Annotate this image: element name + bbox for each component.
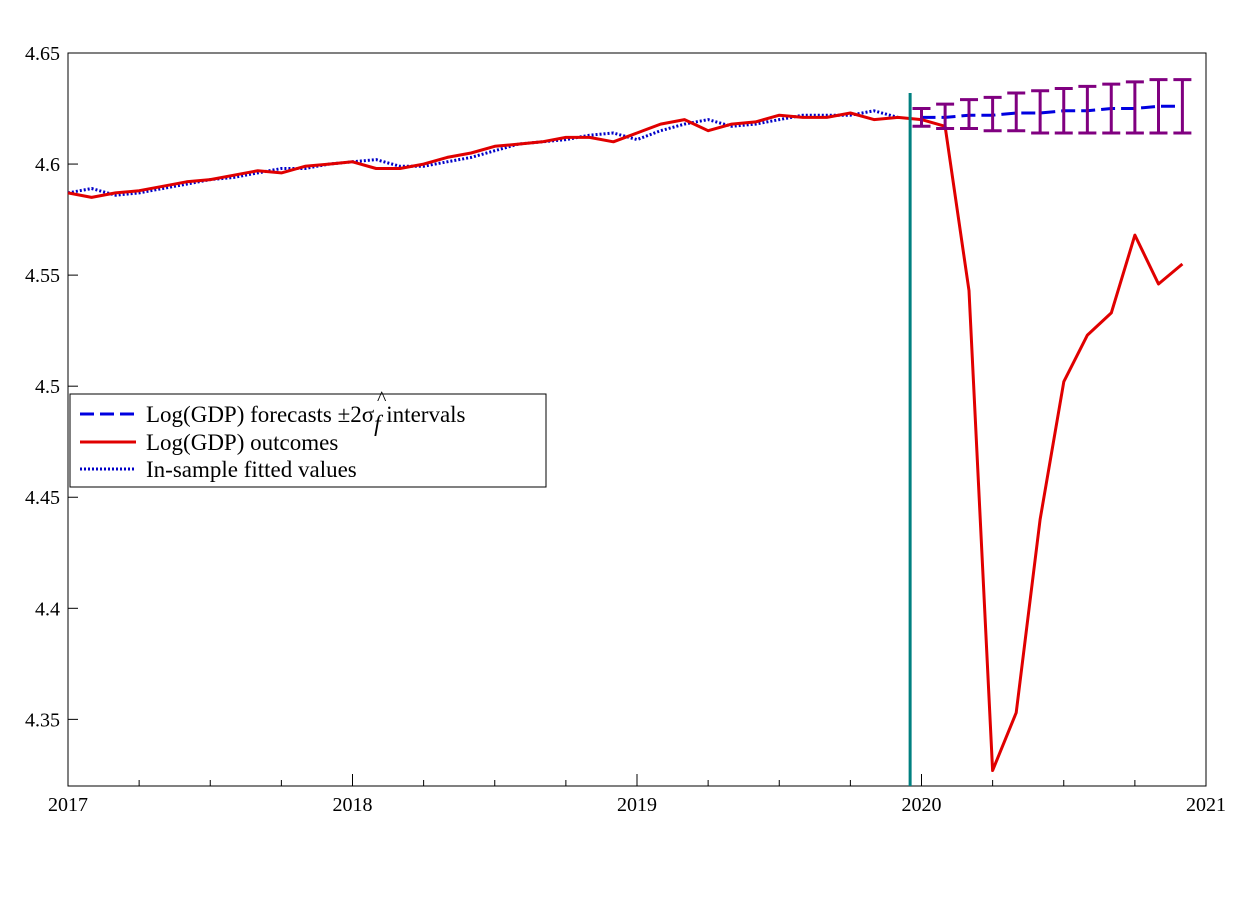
x-tick-label: 2021 [1186,794,1226,816]
legend-sigma-symbol: σ [362,402,375,427]
series-line-outcomes [67,111,1184,772]
y-tick-label: 4.55 [25,265,60,287]
interval-bar [960,98,979,131]
y-tick-label: 4.45 [25,487,60,509]
interval-bar [1078,84,1097,135]
legend-forecast-text: Log(GDP) forecasts [146,402,338,427]
x-tick-label: 2017 [48,794,88,816]
legend: Log(GDP) forecasts ±2σf intervals ^ Log(… [69,388,547,488]
legend-label-forecast: Log(GDP) forecasts ±2σf intervals [146,402,466,436]
x-tick-label: 2019 [617,794,657,816]
x-minor-ticks [138,780,1136,786]
y-tick-label: 4.4 [35,598,60,620]
interval-bar [912,107,931,128]
interval-bar [1102,82,1121,135]
x-tick-label: 2020 [902,794,942,816]
plot-area [67,52,1207,787]
legend-label-fitted: In-sample fitted values [146,457,357,482]
y-tick-label: 4.5 [35,376,60,398]
y-tick-label: 4.65 [25,43,60,65]
x-axis-ticks [67,774,1207,786]
series-layer [67,104,1184,772]
interval-bar [936,102,955,131]
interval-bar [983,95,1002,133]
y-tick-label: 4.6 [35,154,60,176]
legend-box [69,393,547,488]
y-axis-ticks [68,52,78,720]
interval-bar [1125,80,1144,135]
interval-bar [1007,91,1026,133]
x-tick-label: 2018 [333,794,373,816]
interval-bar [1054,87,1073,135]
interval-layer [912,78,1192,135]
legend-forecast-tail: intervals [381,402,466,427]
y-axis-tick-labels: 4.35 4.4 4.45 4.5 4.55 4.6 4.65 [25,43,60,731]
legend-label-outcomes: Log(GDP) outcomes [146,430,338,455]
legend-sigma-hat: ^ [377,388,387,410]
interval-bar [1149,78,1168,135]
interval-bar [1031,89,1050,135]
y-tick-label: 4.35 [25,709,60,731]
legend-pm-symbol: ±2 [338,402,362,427]
series-line-forecast [921,104,1183,119]
interval-bar [1173,78,1192,135]
legend-sigma-subscript: f [374,411,384,436]
x-axis-tick-labels: 2017 2018 2019 2020 2021 [48,794,1226,816]
